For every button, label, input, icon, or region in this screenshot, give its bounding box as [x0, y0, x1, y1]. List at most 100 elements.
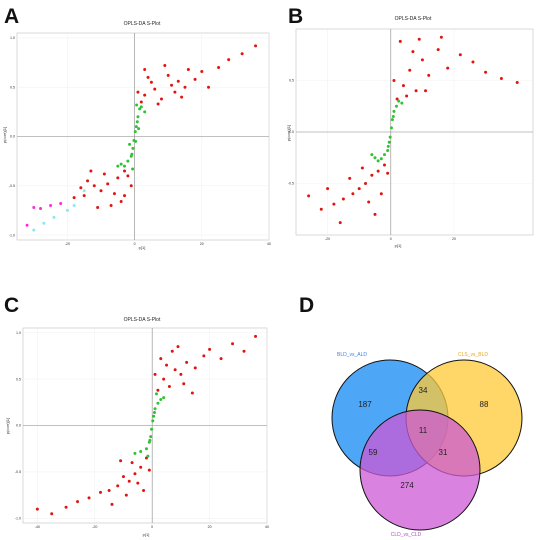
data-point-green [119, 162, 123, 166]
x-tick-label: 20 [208, 525, 212, 529]
data-point-green [126, 159, 130, 163]
data-point-red [182, 382, 186, 386]
data-point-red [254, 334, 258, 338]
data-point-red [109, 204, 113, 207]
data-point-green [389, 126, 393, 130]
data-point-red [193, 366, 197, 370]
y-tick-label: 0.0 [10, 135, 15, 139]
data-point-red [102, 172, 106, 176]
data-point-red [408, 68, 412, 72]
venn-count-r123: 11 [419, 426, 428, 435]
data-point-red [159, 357, 163, 361]
data-point-red [139, 100, 143, 104]
data-point-red [123, 194, 127, 198]
data-point-red [307, 194, 311, 198]
data-point-green [386, 149, 390, 153]
data-point-red [240, 52, 244, 56]
data-point-green [151, 419, 155, 423]
data-point-green [133, 451, 137, 455]
y-tick-label: -1.0 [9, 233, 15, 237]
data-point-red [136, 481, 140, 485]
data-point-cyan [32, 228, 36, 232]
chart-title: OPLS-DA S-Plot [395, 16, 432, 22]
data-point-red [200, 69, 204, 73]
data-point-green [159, 398, 163, 401]
data-point-green [136, 115, 140, 119]
data-point-green [392, 109, 396, 113]
data-point-red [420, 58, 424, 62]
data-point-green [128, 142, 132, 146]
data-point-red [110, 502, 114, 506]
data-point-red [163, 64, 167, 68]
data-point-red [116, 484, 120, 488]
data-point-pink [49, 204, 53, 207]
data-point-red [326, 187, 330, 191]
data-point-green [137, 127, 141, 131]
data-point-red [76, 500, 80, 504]
venn-set-label-1: BLD_vs_ALD [337, 352, 367, 358]
data-point-green [152, 414, 156, 418]
data-point-green [123, 164, 127, 168]
data-point-red [341, 197, 345, 201]
data-point-green [387, 140, 391, 144]
data-point-red [179, 372, 183, 376]
panel-letter-a: A [4, 5, 20, 28]
venn-circle-purple [359, 409, 481, 531]
data-point-green [390, 118, 394, 122]
data-point-green [139, 105, 143, 109]
data-point-green [162, 396, 166, 400]
data-point-red [446, 66, 450, 70]
data-point-green [146, 454, 150, 458]
x-tick-label: 0 [390, 237, 392, 241]
data-point-red [133, 472, 137, 476]
data-point-red [411, 50, 415, 54]
data-point-red [207, 85, 211, 89]
data-point-green [382, 153, 386, 157]
data-point-red [202, 354, 206, 358]
data-point-red [185, 360, 189, 364]
panel-letter-c: C [4, 294, 20, 317]
chart-title: OPLS-DA S-Plot [124, 317, 161, 323]
data-point-red [370, 173, 374, 177]
data-point-red [319, 207, 323, 211]
y-axis-label: p(corr)[1] [286, 125, 291, 141]
data-point-red [401, 84, 405, 88]
y-tick-label: 1.0 [16, 331, 21, 335]
data-point-red [119, 200, 123, 204]
venn-count-only-2: 88 [480, 400, 489, 409]
venn-count-only-1: 187 [358, 400, 372, 409]
data-point-red [86, 179, 90, 183]
data-point-red [186, 67, 190, 71]
data-point-red [373, 212, 377, 216]
data-point-red [458, 53, 462, 57]
venn-count-r23: 31 [439, 448, 448, 457]
data-point-red [123, 169, 127, 173]
data-point-red [35, 507, 39, 511]
data-point-red [424, 89, 428, 93]
data-point-green [144, 447, 148, 451]
data-point-green [138, 107, 142, 111]
data-point-pink [59, 202, 63, 206]
y-tick-label: -0.5 [288, 182, 294, 186]
data-point-green [135, 120, 139, 124]
data-point-red [156, 388, 160, 392]
data-point-red [382, 163, 386, 167]
data-point-red [219, 357, 223, 361]
panel-letter-d: D [299, 294, 315, 317]
venn-count-r13: 59 [369, 448, 378, 457]
y-tick-label: 0.5 [16, 377, 21, 381]
x-tick-label: -40 [35, 525, 40, 529]
venn-count-r12: 34 [419, 386, 428, 395]
x-tick-label: 20 [452, 237, 456, 241]
y-tick-label: 0.0 [16, 424, 21, 428]
data-point-red [351, 192, 355, 196]
data-point-red [112, 192, 116, 196]
data-point-green [370, 153, 374, 157]
data-point-red [193, 77, 197, 81]
data-point-red [136, 90, 140, 94]
data-point-red [142, 489, 146, 492]
data-point-red [173, 368, 177, 372]
data-point-green [153, 407, 157, 411]
